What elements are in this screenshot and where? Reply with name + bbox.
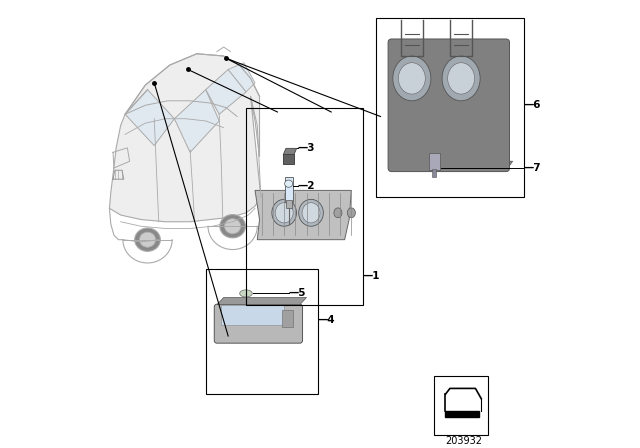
Polygon shape xyxy=(228,63,255,92)
Ellipse shape xyxy=(393,56,431,101)
Bar xyxy=(285,177,292,202)
Bar xyxy=(206,269,317,394)
Ellipse shape xyxy=(220,215,246,238)
FancyBboxPatch shape xyxy=(388,39,509,172)
Bar xyxy=(221,305,284,325)
Ellipse shape xyxy=(442,56,480,101)
Ellipse shape xyxy=(140,232,156,247)
Ellipse shape xyxy=(348,208,355,218)
Ellipse shape xyxy=(334,208,342,218)
Bar xyxy=(429,153,440,170)
Bar xyxy=(246,108,362,305)
FancyBboxPatch shape xyxy=(214,304,303,343)
Text: —1: —1 xyxy=(362,271,380,280)
Text: —5: —5 xyxy=(289,289,306,298)
Ellipse shape xyxy=(448,63,475,94)
Polygon shape xyxy=(284,148,297,155)
Text: —3: —3 xyxy=(298,143,315,153)
Polygon shape xyxy=(109,54,261,222)
Ellipse shape xyxy=(398,63,425,94)
Ellipse shape xyxy=(272,199,296,226)
Ellipse shape xyxy=(302,203,320,223)
Ellipse shape xyxy=(240,290,252,297)
Text: —7: —7 xyxy=(524,163,541,173)
Bar xyxy=(284,154,294,164)
Text: —4: —4 xyxy=(317,315,335,325)
Bar xyxy=(282,310,293,327)
Bar xyxy=(432,169,436,177)
Ellipse shape xyxy=(134,228,161,251)
Ellipse shape xyxy=(299,199,323,226)
Bar xyxy=(376,18,524,197)
Ellipse shape xyxy=(275,203,293,223)
Polygon shape xyxy=(392,161,513,170)
Polygon shape xyxy=(206,69,246,114)
Polygon shape xyxy=(445,411,479,417)
Text: —2: —2 xyxy=(298,181,315,191)
Polygon shape xyxy=(255,190,351,240)
Bar xyxy=(285,200,292,208)
Polygon shape xyxy=(174,90,220,152)
Bar xyxy=(435,376,488,435)
Ellipse shape xyxy=(285,180,292,187)
Polygon shape xyxy=(217,297,307,305)
Text: 203932: 203932 xyxy=(445,436,482,446)
Text: —6: —6 xyxy=(524,100,541,110)
Ellipse shape xyxy=(225,219,241,234)
Polygon shape xyxy=(125,90,174,146)
